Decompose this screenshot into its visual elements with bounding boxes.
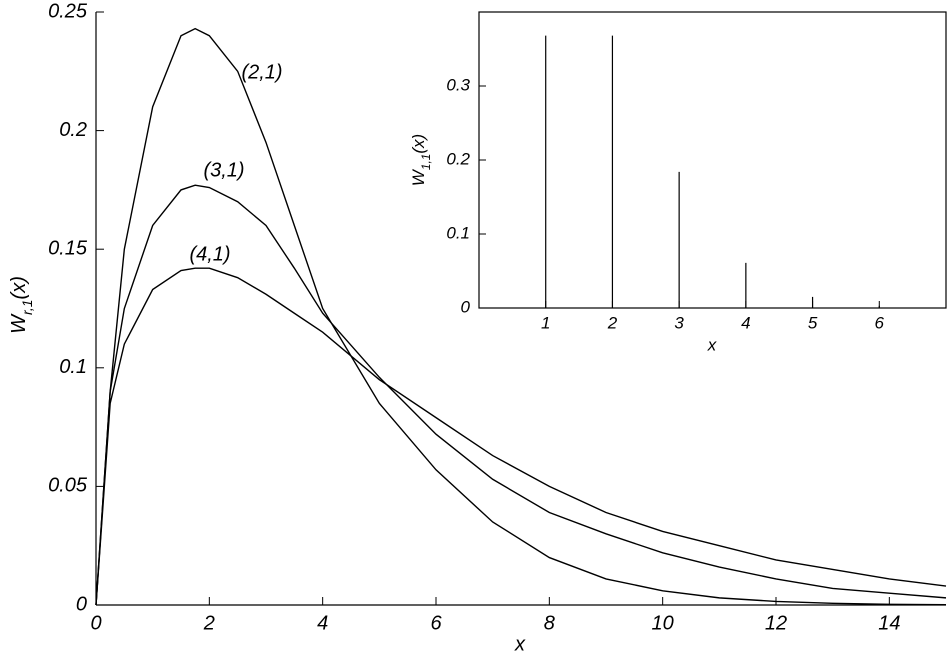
x-tick-label: 1 bbox=[541, 314, 550, 333]
x-tick-label: 4 bbox=[741, 314, 750, 333]
y-axis-label-part: W bbox=[409, 168, 428, 186]
y-tick-label: 0.15 bbox=[48, 237, 88, 259]
x-tick-label: 6 bbox=[430, 612, 442, 634]
y-axis-label-part: (x) bbox=[409, 134, 428, 154]
curve-label: (4,1) bbox=[189, 243, 230, 265]
x-tick-label: 12 bbox=[765, 612, 787, 634]
x-axis-label: x bbox=[707, 335, 717, 354]
y-tick-label: 0.2 bbox=[59, 119, 87, 141]
x-tick-label: 6 bbox=[875, 314, 885, 333]
y-axis-label: W1,1(x) bbox=[409, 134, 433, 186]
y-tick-label: 0.25 bbox=[48, 0, 88, 22]
y-tick-label: 0.1 bbox=[446, 223, 470, 242]
x-tick-label: 2 bbox=[607, 314, 618, 333]
y-axis-label-part: W bbox=[8, 313, 30, 334]
x-axis-label: x bbox=[514, 633, 526, 655]
y-tick-label: 0.3 bbox=[446, 75, 470, 94]
curve bbox=[95, 184, 947, 606]
y-tick-label: 0.1 bbox=[59, 356, 87, 378]
curve-label: (3,1) bbox=[203, 159, 244, 181]
x-tick-label: 10 bbox=[652, 612, 674, 634]
x-tick-label: 2 bbox=[203, 612, 215, 634]
x-tick-label: 8 bbox=[544, 612, 555, 634]
x-tick-label: 3 bbox=[674, 314, 684, 333]
y-tick-label: 0 bbox=[76, 593, 87, 615]
curve bbox=[95, 267, 947, 606]
x-tick-label: 4 bbox=[317, 612, 328, 634]
y-axis-label-part: (x) bbox=[8, 276, 30, 299]
x-tick-label: 0 bbox=[90, 612, 101, 634]
y-tick-label: 0.2 bbox=[446, 149, 470, 168]
x-tick-label: 14 bbox=[878, 612, 900, 634]
y-axis-label-part: 1,1 bbox=[419, 154, 433, 171]
y-axis-label-part: r,1 bbox=[19, 299, 35, 315]
curve-label: (2,1) bbox=[241, 61, 282, 83]
y-tick-label: 0 bbox=[461, 297, 471, 316]
y-tick-label: 0.05 bbox=[48, 475, 88, 497]
inset-frame bbox=[478, 11, 947, 309]
x-tick-label: 5 bbox=[808, 314, 818, 333]
y-axis-label: Wr,1(x) bbox=[8, 276, 34, 334]
